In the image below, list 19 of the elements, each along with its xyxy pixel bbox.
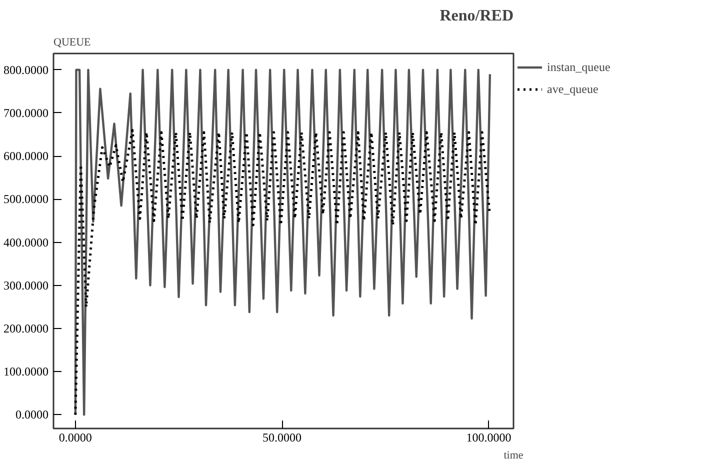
x-tick-label: 100.0000 (466, 430, 512, 444)
y-tick-label: 0.0000 (16, 408, 48, 422)
x-axis-title: time (504, 450, 524, 462)
x-tick-label: 0.0000 (58, 430, 92, 444)
line-series (74, 128, 491, 416)
x-tick-label: 50.0000 (262, 430, 302, 444)
legend-label: ave_queue (547, 82, 598, 96)
y-tick-label: 400.0000 (4, 235, 48, 250)
chart-title: Reno/RED (440, 8, 514, 24)
y-tick-label: 800.0000 (4, 62, 48, 77)
y-tick-label: 300.0000 (4, 278, 48, 292)
line-series (74, 68, 492, 416)
y-axis-title: QUEUE (54, 36, 92, 48)
legend-label: instan_queue (547, 60, 610, 74)
y-tick-label: 500.0000 (4, 192, 48, 206)
y-tick-label: 100.0000 (4, 364, 48, 379)
y-tick-label: 600.0000 (4, 149, 48, 164)
y-tick-label: 700.0000 (4, 106, 48, 120)
y-tick-label: 200.0000 (4, 322, 48, 336)
